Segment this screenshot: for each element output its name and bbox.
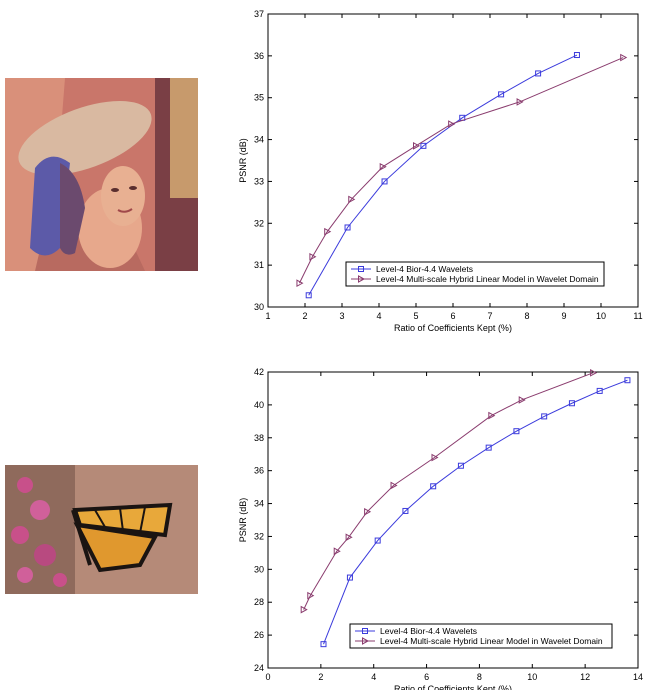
data-point-square xyxy=(573,52,580,59)
data-point-triangle xyxy=(379,162,387,171)
y-tick-label: 30 xyxy=(254,564,264,574)
series-line-1 xyxy=(308,54,578,296)
data-point-square xyxy=(485,444,492,451)
x-axis-label: Ratio of Coefficients Kept (%) xyxy=(394,684,512,690)
y-tick-label: 32 xyxy=(254,531,264,541)
y-tick-label: 28 xyxy=(254,597,264,607)
y-tick-label: 42 xyxy=(254,367,264,377)
legend-marker-square xyxy=(358,266,364,272)
y-axis-label: PSNR (dB) xyxy=(238,498,248,543)
data-point-square xyxy=(596,387,603,394)
data-point-square xyxy=(420,142,427,149)
x-tick-label: 10 xyxy=(527,672,537,682)
data-point-square xyxy=(624,377,631,384)
y-tick-label: 32 xyxy=(254,218,264,228)
data-point-triangle xyxy=(300,605,308,614)
data-point-square xyxy=(344,224,351,231)
legend-label-2: Level-4 Multi-scale Hybrid Linear Model … xyxy=(380,636,603,646)
data-point-triangle xyxy=(448,120,456,128)
series-line-2 xyxy=(303,372,594,610)
legend-marker-square xyxy=(362,628,368,634)
x-tick-label: 11 xyxy=(633,311,642,321)
data-point-triangle xyxy=(309,252,317,261)
legend-label-1: Level-4 Bior-4.4 Wavelets xyxy=(376,264,473,274)
x-tick-label: 7 xyxy=(487,311,492,321)
data-point-triangle xyxy=(431,453,439,462)
data-point-triangle xyxy=(307,591,315,600)
plot-frame xyxy=(267,371,639,669)
x-tick-label: 1 xyxy=(265,311,270,321)
x-tick-label: 6 xyxy=(450,311,455,321)
butterfly-photo xyxy=(5,465,198,594)
x-tick-label: 4 xyxy=(376,311,381,321)
x-tick-label: 14 xyxy=(633,672,643,682)
y-tick-label: 30 xyxy=(254,302,264,312)
data-point-square xyxy=(374,537,381,544)
x-tick-label: 10 xyxy=(596,311,606,321)
y-tick-label: 31 xyxy=(254,260,264,270)
x-tick-label: 8 xyxy=(524,311,529,321)
data-point-square xyxy=(541,413,548,420)
y-tick-label: 34 xyxy=(254,499,264,509)
y-tick-label: 24 xyxy=(254,663,264,673)
y-tick-label: 35 xyxy=(254,93,264,103)
data-point-square xyxy=(320,641,327,648)
data-point-square xyxy=(305,292,312,299)
data-point-square xyxy=(457,462,464,469)
data-point-triangle xyxy=(296,279,304,287)
data-point-triangle xyxy=(620,53,628,62)
y-tick-label: 38 xyxy=(254,433,264,443)
x-tick-label: 4 xyxy=(371,672,376,682)
data-point-triangle xyxy=(516,98,524,106)
legend-box xyxy=(345,261,605,287)
data-point-square xyxy=(381,178,388,185)
y-tick-label: 37 xyxy=(254,9,264,19)
y-tick-label: 40 xyxy=(254,400,264,410)
series-line-1 xyxy=(323,379,628,645)
data-point-triangle xyxy=(364,507,372,516)
data-point-triangle xyxy=(390,481,398,490)
legend-label-1: Level-4 Bior-4.4 Wavelets xyxy=(380,626,477,636)
legend-label-2: Level-4 Multi-scale Hybrid Linear Model … xyxy=(376,274,599,284)
data-point-triangle xyxy=(324,227,332,236)
y-tick-label: 36 xyxy=(254,466,264,476)
data-point-square xyxy=(535,70,542,77)
y-axis-label: PSNR (dB) xyxy=(238,138,248,183)
data-point-triangle xyxy=(345,533,353,542)
x-tick-label: 2 xyxy=(318,672,323,682)
y-tick-label: 26 xyxy=(254,630,264,640)
psnr-chart-top: 1 2 3 4 5 6 7 8 9 10 11 30 31 32 33 34 35 36 37 Ratio of Co… xyxy=(228,0,645,363)
data-point-triangle xyxy=(518,396,526,404)
y-tick-label: 34 xyxy=(254,135,264,145)
legend-marker-triangle xyxy=(362,637,370,645)
lena-photo xyxy=(5,78,198,271)
x-tick-label: 3 xyxy=(339,311,344,321)
legend-box xyxy=(349,623,613,649)
data-point-square xyxy=(498,91,505,98)
data-point-triangle xyxy=(413,142,421,150)
y-tick-label: 36 xyxy=(254,51,264,61)
data-point-square xyxy=(430,483,437,490)
y-tick-label: 33 xyxy=(254,176,264,186)
x-tick-label: 2 xyxy=(302,311,307,321)
x-tick-label: 0 xyxy=(265,672,270,682)
data-point-triangle xyxy=(590,368,598,377)
x-axis-label: Ratio of Coefficients Kept (%) xyxy=(394,323,512,333)
data-point-triangle xyxy=(333,547,341,556)
x-tick-label: 6 xyxy=(424,672,429,682)
x-tick-label: 12 xyxy=(580,672,590,682)
data-point-triangle xyxy=(348,195,356,204)
data-point-triangle xyxy=(488,411,496,420)
x-tick-label: 8 xyxy=(477,672,482,682)
series-line-2 xyxy=(299,57,624,284)
data-point-square xyxy=(402,507,409,514)
legend-marker-triangle xyxy=(358,275,366,283)
psnr-chart-bottom: 0 2 4 6 8 10 12 14 24 26 28 30 32 34 36 38 40 42 Ratio of … xyxy=(228,362,645,695)
data-point-square xyxy=(346,574,353,581)
x-tick-label: 9 xyxy=(561,311,566,321)
data-point-square xyxy=(513,428,520,435)
data-point-square xyxy=(568,400,575,407)
x-tick-label: 5 xyxy=(413,311,418,321)
